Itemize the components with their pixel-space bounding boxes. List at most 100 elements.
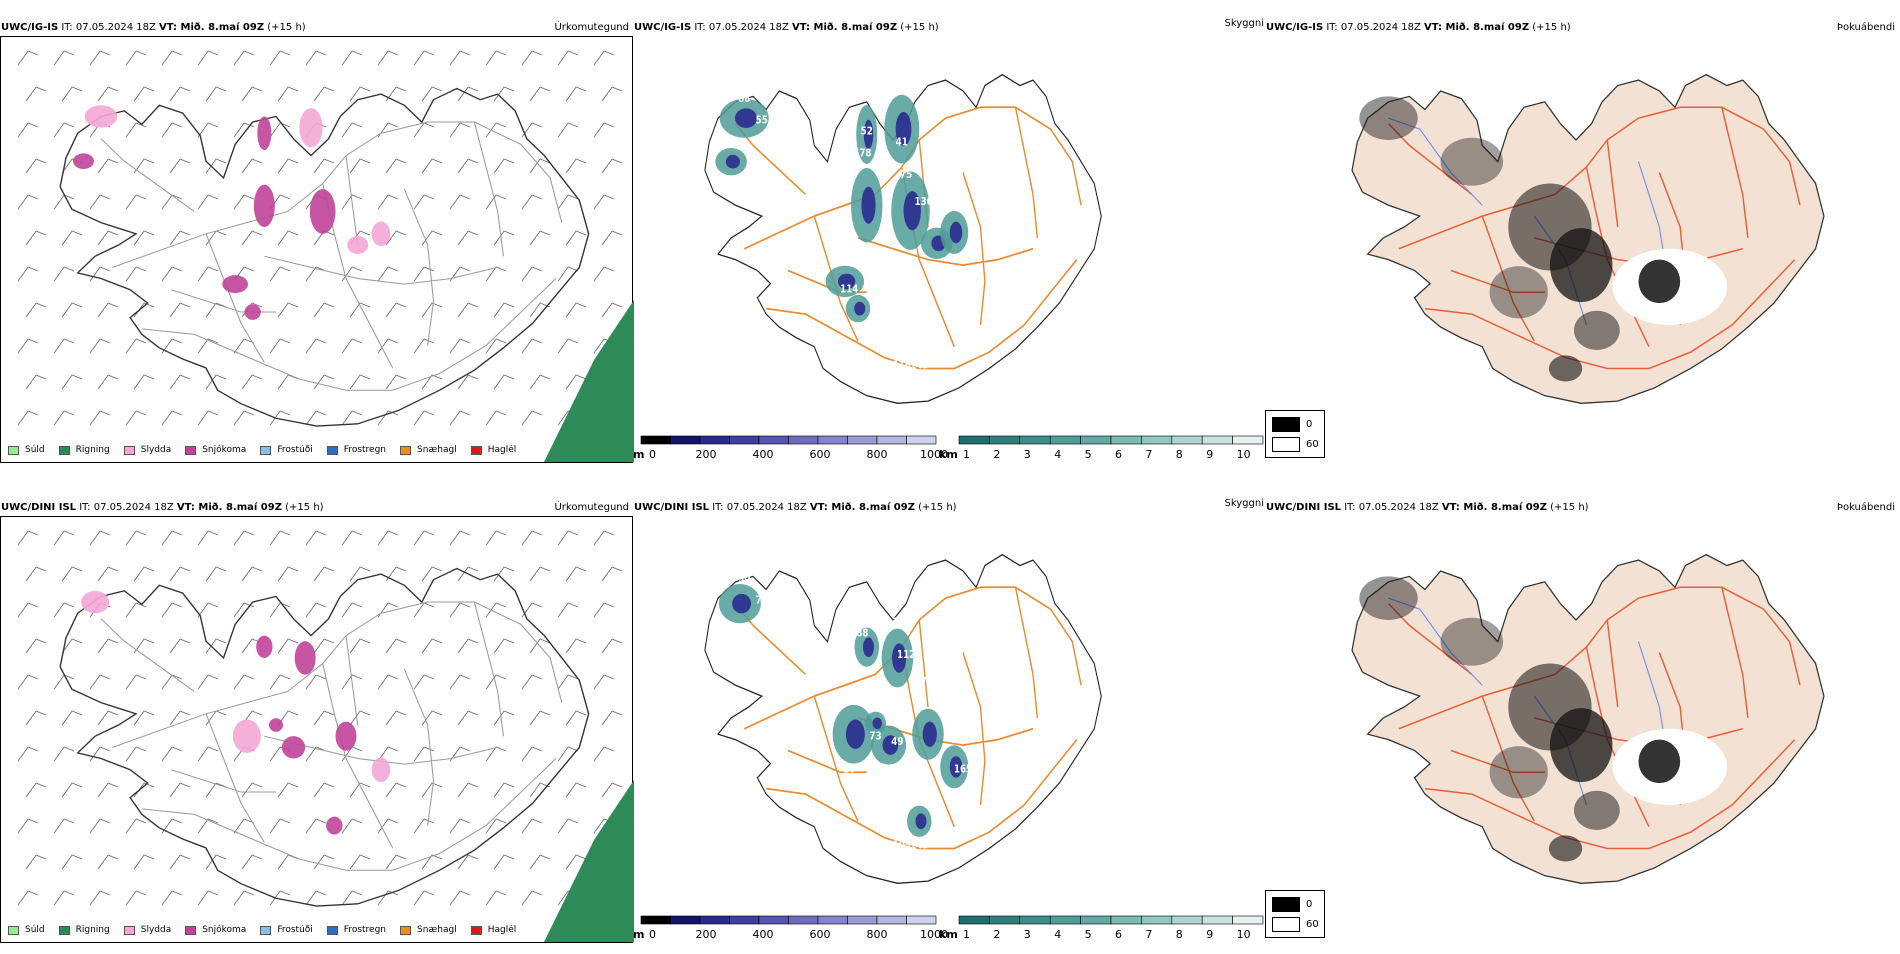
legend-label: Snjókoma — [202, 925, 247, 935]
colorbar-tick: 800 — [867, 448, 888, 461]
visibility-label: 52 — [861, 126, 873, 138]
colorbar-segment — [729, 915, 760, 925]
fog-core-area — [734, 108, 758, 128]
colorbar-tick: 8 — [1176, 448, 1183, 461]
legend-swatch — [8, 925, 19, 935]
fog-scale-swatch — [1272, 437, 1300, 452]
visibility-label: 75 — [900, 169, 912, 181]
fog-core-area — [915, 813, 927, 830]
visibility-label: 114 — [840, 283, 858, 295]
fog-area — [1548, 835, 1583, 862]
visibility-title: Skyggni — [1224, 498, 1264, 509]
colorbar-segment — [1141, 915, 1173, 925]
colorbar-segment — [758, 915, 789, 925]
visibility-label: 55 — [896, 289, 908, 301]
colorbar-tick: 400 — [753, 928, 774, 941]
colorbar-segment — [1201, 435, 1233, 445]
colorbar-tick: 3 — [1024, 928, 1031, 941]
legend-label: Súld — [25, 925, 45, 935]
visibility-label: 66 — [904, 273, 916, 285]
legend-item: Snjókoma — [185, 925, 246, 935]
colorbar-segment — [1171, 915, 1203, 925]
visibility-label: 52 — [909, 867, 921, 879]
fog-core-area — [882, 735, 899, 755]
panel-title: UWC/IG-IS IT: 07.05.2024 18Z VT: Mið. 8.… — [1, 22, 306, 33]
fog-core-area — [863, 119, 874, 150]
fog-scale-tick: 60 — [1306, 439, 1319, 450]
km-unit-label: km — [939, 928, 958, 941]
visibility-label: 173 — [915, 676, 933, 688]
visibility-panel: UWC/IG-IS IT: 07.05.2024 18Z VT: Mið. 8.… — [633, 0, 1266, 463]
precip-area — [244, 304, 261, 320]
fog-core-area — [903, 191, 921, 231]
legend-swatch — [400, 445, 412, 455]
colorbar-tick: 7 — [1145, 448, 1152, 461]
visibility-label: 133 — [906, 300, 924, 312]
wind-barbs — [17, 530, 623, 906]
iceland-map — [1351, 73, 1825, 404]
fog-title: Þokuábendi — [1836, 502, 1895, 513]
visibility-label: 49 — [891, 736, 903, 748]
wind-barbs — [17, 50, 623, 426]
precip-area — [371, 221, 391, 247]
precip-area — [299, 108, 323, 148]
visibility-label: 88 — [738, 93, 750, 105]
visibility-label: 132 — [858, 606, 876, 618]
legend-swatch — [58, 445, 70, 455]
legend-swatch — [326, 925, 338, 935]
iceland-map — [1351, 553, 1825, 884]
colorbar-segment — [1201, 915, 1233, 925]
colorbar-tick: 9 — [1206, 928, 1213, 941]
visibility-label: 105 — [893, 617, 911, 629]
fog-core-area — [725, 154, 740, 169]
precip-area — [294, 641, 316, 675]
precip-type-map — [17, 50, 634, 462]
colorbar-segment — [1232, 915, 1264, 925]
colorbar-tick: 1 — [963, 448, 970, 461]
legend-swatch — [470, 925, 482, 935]
visibility-label: 73 — [869, 731, 881, 743]
colorbar-segment — [817, 435, 848, 445]
fog-area — [1573, 310, 1620, 350]
legend-label: Haglél — [487, 925, 517, 935]
legend-swatch — [400, 925, 412, 935]
colorbar-segment — [958, 915, 990, 925]
legend-label: Snæhagl — [417, 445, 457, 455]
precip-area — [326, 816, 343, 835]
colorbar-tick: 7 — [1145, 928, 1152, 941]
precip-area — [309, 189, 336, 234]
colorbar-segment — [729, 435, 760, 445]
legend-item: Rigning — [58, 445, 110, 455]
fog-core-area — [949, 756, 963, 778]
visibility-label: 53 — [904, 753, 916, 765]
fog-scale-box: 0 60 — [1265, 410, 1325, 458]
fog-scale-tick: 0 — [1306, 899, 1313, 910]
legend-swatch — [185, 925, 197, 935]
precip-type-title: Úrkomutegund — [554, 22, 629, 33]
legend-label: Frostregn — [343, 445, 387, 455]
colorbar-segment — [640, 915, 671, 925]
visibility-label: 116 — [893, 360, 911, 372]
fog-map — [1351, 73, 1825, 404]
fog-title: Þokuábendi — [1836, 22, 1895, 33]
colorbar-tick: 5 — [1085, 448, 1092, 461]
fog-area — [1359, 96, 1418, 140]
precip-area — [73, 153, 94, 169]
legend-swatch — [185, 445, 197, 455]
legend-swatch — [260, 445, 272, 455]
panel-title: UWC/IG-IS IT: 07.05.2024 18Z VT: Mið. 8.… — [634, 22, 939, 33]
fog-area — [1638, 259, 1681, 304]
legend-label: Súld — [25, 445, 45, 455]
colorbar-segment — [958, 435, 990, 445]
colorbar-tick: 200 — [696, 928, 717, 941]
fog-panel: UWC/DINI ISL IT: 07.05.2024 18Z VT: Mið.… — [1266, 480, 1899, 943]
fog-core-area — [732, 593, 752, 614]
colorbar-segment — [1141, 435, 1173, 445]
km-unit-label: km — [939, 448, 958, 461]
legend-swatch — [58, 925, 70, 935]
colorbar-tick: 6 — [1115, 448, 1122, 461]
precip-area — [253, 184, 275, 228]
